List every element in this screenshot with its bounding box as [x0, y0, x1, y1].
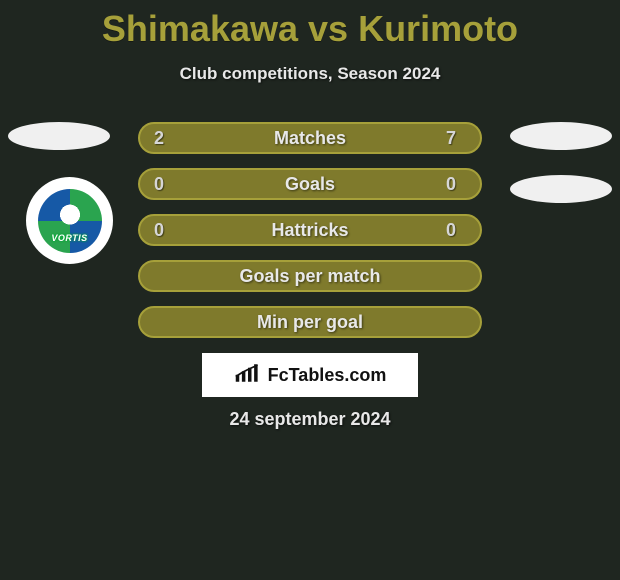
brand-text: FcTables.com: [268, 365, 387, 386]
stat-value-left: 0: [154, 174, 174, 195]
stat-row: 0 Goals 0: [138, 168, 482, 200]
stat-label: Goals per match: [140, 266, 480, 287]
stat-label: Matches: [140, 128, 480, 149]
brand-panel: FcTables.com: [202, 353, 418, 397]
stat-value-left: 2: [154, 128, 174, 149]
stat-label: Hattricks: [140, 220, 480, 241]
stat-row: 0 Hattricks 0: [138, 214, 482, 246]
page-title: Shimakawa vs Kurimoto: [0, 0, 620, 50]
player-left-photo-placeholder: [8, 122, 110, 150]
bar-chart-icon: [234, 362, 262, 389]
subtitle: Club competitions, Season 2024: [0, 64, 620, 84]
comparison-rows: 2 Matches 7 0 Goals 0 0 Hattricks 0 Goal…: [138, 122, 482, 352]
date-text: 24 september 2024: [0, 409, 620, 430]
stat-label: Min per goal: [140, 312, 480, 333]
club-left-badge: VORTIS: [26, 177, 113, 264]
stat-value-left: 0: [154, 220, 174, 241]
stat-value-right: 7: [446, 128, 466, 149]
stat-value-right: 0: [446, 220, 466, 241]
stat-value-right: 0: [446, 174, 466, 195]
stat-row: Min per goal: [138, 306, 482, 338]
stat-row: 2 Matches 7: [138, 122, 482, 154]
club-right-logo-placeholder: [510, 175, 612, 203]
club-left-badge-name: VORTIS: [51, 233, 87, 243]
stat-label: Goals: [140, 174, 480, 195]
player-right-photo-placeholder: [510, 122, 612, 150]
stat-row: Goals per match: [138, 260, 482, 292]
